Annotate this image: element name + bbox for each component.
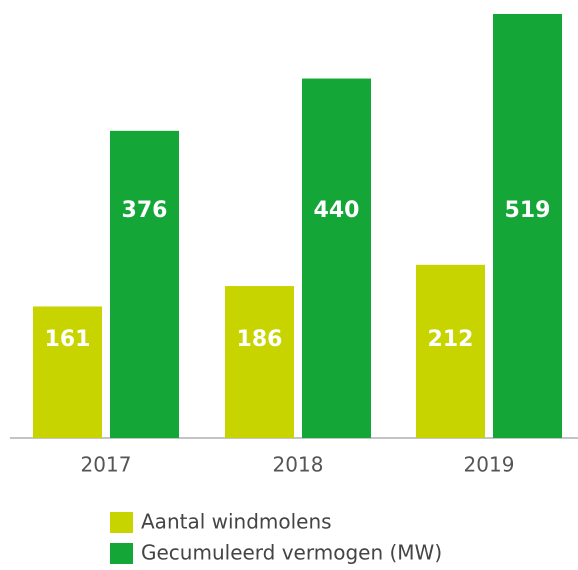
legend-swatch — [110, 512, 133, 533]
x-tick-label: 2019 — [464, 453, 515, 477]
legend-label: Aantal windmolens — [141, 510, 332, 534]
bar — [416, 264, 485, 438]
value-label: 519 — [505, 198, 551, 223]
bar — [110, 130, 179, 439]
legend-label: Gecumuleerd vermogen (MW) — [141, 541, 442, 565]
bar — [493, 14, 562, 438]
value-label: 186 — [237, 327, 283, 352]
bar — [302, 78, 371, 439]
value-label: 376 — [122, 198, 168, 223]
bar — [225, 286, 294, 438]
value-label: 212 — [428, 327, 474, 352]
value-label: 440 — [314, 198, 360, 223]
bar — [33, 306, 102, 438]
x-tick-label: 2017 — [81, 453, 132, 477]
value-label: 161 — [45, 327, 91, 352]
legend-swatch — [110, 543, 133, 564]
x-tick-label: 2018 — [273, 453, 324, 477]
